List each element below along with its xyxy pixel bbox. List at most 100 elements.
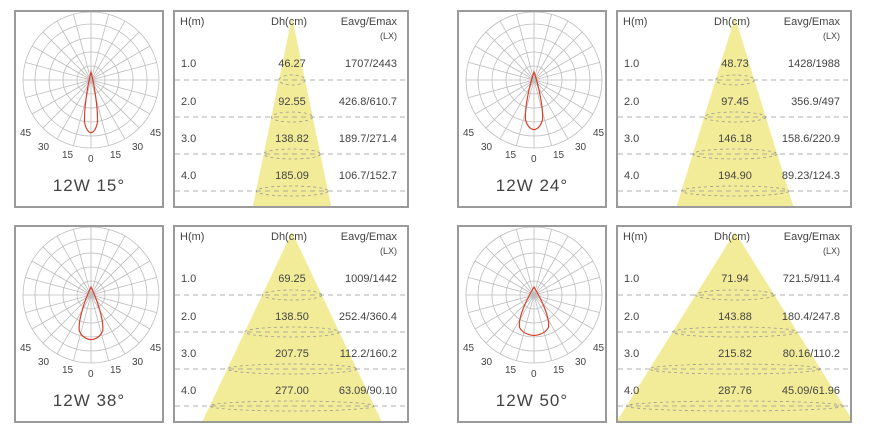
- angle-label-mid: 30: [38, 357, 50, 368]
- illuminance-table-panel: H(m) Dh(cm) Eavg/Emax (LX) 1.0 46.27 1707/2443…: [173, 10, 409, 208]
- angle-label-inner: 15: [110, 150, 122, 161]
- header-unit: (LX): [822, 246, 840, 256]
- header-height: H(m): [623, 231, 648, 243]
- panel-caption: 12W 24°: [495, 176, 569, 195]
- angle-label-center: 0: [88, 154, 94, 165]
- cell-illuminance: 356.9/497: [791, 96, 840, 108]
- cell-height: 2.0: [181, 96, 197, 108]
- cell-illuminance: 721.5/911.4: [782, 273, 840, 285]
- angle-label-center: 0: [531, 369, 537, 380]
- header-diameter: Dh(cm): [271, 16, 308, 28]
- cell-height: 2.0: [181, 311, 197, 323]
- beam-cone-graphic: [618, 17, 850, 206]
- cell-height: 3.0: [181, 133, 197, 145]
- cell-diameter: 277.00: [275, 385, 309, 397]
- cell-height: 4.0: [624, 170, 640, 182]
- polar-grid: [22, 227, 160, 364]
- header-height: H(m): [180, 231, 205, 243]
- angle-label-outer: 45: [20, 128, 32, 139]
- cell-illuminance: 80.16/110.2: [782, 348, 840, 360]
- angle-label-inner: 15: [553, 150, 565, 161]
- cell-height: 4.0: [181, 385, 197, 397]
- cell-illuminance: 180.4/247.8: [781, 311, 840, 323]
- beam-cone-graphic: [618, 232, 850, 421]
- light-distribution-curve: [524, 70, 544, 131]
- beam-cone: [252, 17, 332, 206]
- polar-diagram-panel: 45 45 30 30 15 15 0 12W 50°: [457, 225, 607, 423]
- panel-caption: 12W 50°: [495, 391, 569, 410]
- angle-label-outer: 45: [20, 343, 32, 354]
- beam-cone-graphic: [175, 17, 407, 206]
- cell-illuminance: 189.7/271.4: [338, 133, 397, 145]
- cell-diameter: 71.94: [721, 273, 749, 285]
- angle-label-outer: 45: [150, 128, 162, 139]
- cell-diameter: 69.25: [278, 273, 306, 285]
- cell-diameter: 97.45: [721, 96, 749, 108]
- header-unit: (LX): [822, 31, 840, 41]
- angle-label-inner: 15: [62, 150, 74, 161]
- cell-height: 1.0: [624, 273, 640, 285]
- beam-cone: [618, 232, 850, 421]
- angle-label-outer: 45: [463, 128, 475, 139]
- cell-height: 4.0: [181, 170, 197, 182]
- cell-illuminance: 45.09/61.96: [781, 385, 840, 397]
- angle-label-outer: 45: [593, 128, 605, 139]
- header-diameter: Dh(cm): [271, 231, 308, 243]
- cell-illuminance: 1009/1442: [345, 273, 397, 285]
- polar-diagram-panel: 45 45 30 30 15 15 0 12W 15°: [14, 10, 164, 208]
- cell-height: 3.0: [624, 133, 640, 145]
- angle-label-outer: 45: [593, 343, 605, 354]
- angle-label-mid: 30: [575, 357, 587, 368]
- angle-label-inner: 15: [505, 150, 517, 161]
- header-illuminance: Eavg/Emax: [783, 16, 840, 28]
- header-illuminance: Eavg/Emax: [340, 231, 397, 243]
- angle-label-inner: 15: [553, 365, 565, 376]
- illuminance-table-panel: H(m) Dh(cm) Eavg/Emax (LX) 1.0 48.73 1428/1988…: [616, 10, 852, 208]
- polar-diagram-panel: 45 45 30 30 15 15 0 12W 24°: [457, 10, 607, 208]
- angle-label-mid: 30: [132, 357, 144, 368]
- beam-cone: [202, 232, 382, 421]
- cell-height: 3.0: [181, 348, 197, 360]
- cell-diameter: 46.27: [278, 58, 306, 70]
- illuminance-table-panel: H(m) Dh(cm) Eavg/Emax (LX) 1.0 71.94 721.5/911…: [616, 225, 852, 423]
- angle-label-mid: 30: [481, 142, 493, 153]
- polar-grid: [465, 12, 603, 149]
- cell-height: 4.0: [624, 385, 640, 397]
- header-diameter: Dh(cm): [714, 231, 751, 243]
- cell-illuminance: 1707/2443: [345, 58, 397, 70]
- cell-diameter: 138.50: [275, 311, 309, 323]
- cell-height: 1.0: [624, 58, 640, 70]
- cell-diameter: 194.90: [718, 170, 752, 182]
- cell-illuminance: 252.4/360.4: [338, 311, 397, 323]
- angle-label-inner: 15: [505, 365, 517, 376]
- cell-illuminance: 426.8/610.7: [338, 96, 397, 108]
- cell-height: 1.0: [181, 58, 197, 70]
- header-unit: (LX): [379, 31, 397, 41]
- polar-diagram-panel: 45 45 30 30 15 15 0 12W 38°: [14, 225, 164, 423]
- panel-caption: 12W 38°: [52, 391, 126, 410]
- light-distribution-curve: [518, 285, 550, 337]
- header-height: H(m): [623, 16, 648, 28]
- angle-label-inner: 15: [110, 365, 122, 376]
- cell-height: 1.0: [181, 273, 197, 285]
- angle-label-center: 0: [88, 369, 94, 380]
- angle-label-mid: 30: [481, 357, 493, 368]
- cell-diameter: 48.73: [721, 58, 749, 70]
- cell-diameter: 138.82: [275, 133, 309, 145]
- cell-illuminance: 106.7/152.7: [338, 170, 397, 182]
- cell-illuminance: 63.09/90.10: [338, 385, 397, 397]
- header-illuminance: Eavg/Emax: [783, 231, 840, 243]
- cell-diameter: 143.88: [718, 311, 752, 323]
- cell-diameter: 92.55: [278, 96, 306, 108]
- angle-label-center: 0: [531, 154, 537, 165]
- cell-diameter: 287.76: [718, 385, 752, 397]
- angle-label-outer: 45: [463, 343, 475, 354]
- polar-grid: [465, 227, 603, 364]
- angle-label-mid: 30: [575, 142, 587, 153]
- cell-illuminance: 89.23/124.3: [781, 170, 840, 182]
- header-illuminance: Eavg/Emax: [340, 16, 397, 28]
- angle-label-inner: 15: [62, 365, 74, 376]
- cell-diameter: 215.82: [718, 348, 752, 360]
- cell-height: 3.0: [624, 348, 640, 360]
- cell-height: 2.0: [624, 311, 640, 323]
